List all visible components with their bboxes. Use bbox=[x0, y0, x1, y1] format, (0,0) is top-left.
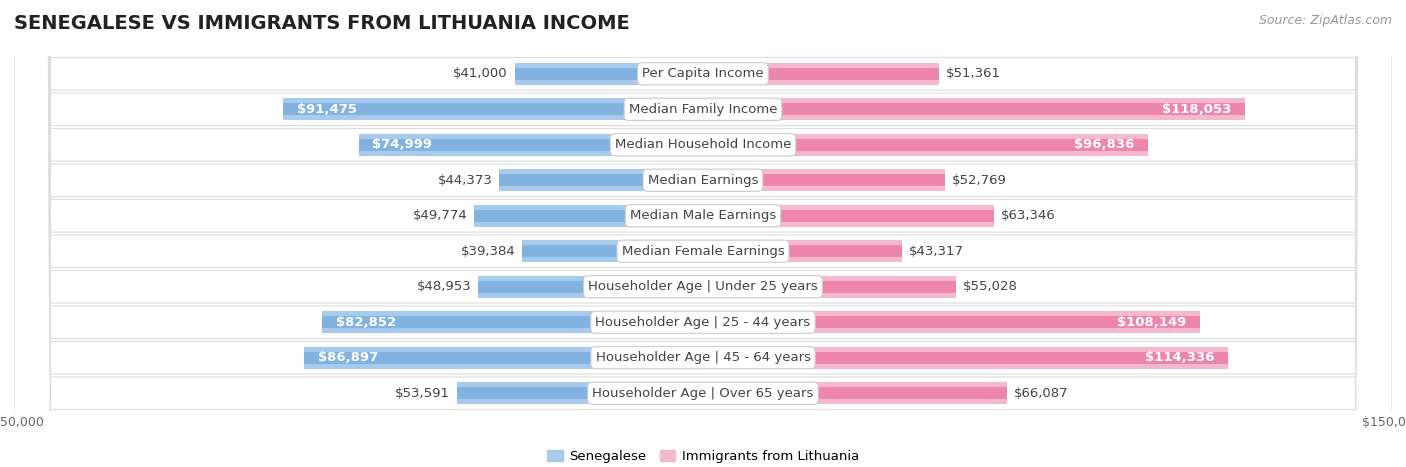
Legend: Senegalese, Immigrants from Lithuania: Senegalese, Immigrants from Lithuania bbox=[541, 444, 865, 467]
Bar bbox=[304, 347, 703, 369]
Bar bbox=[703, 98, 1246, 120]
Bar bbox=[474, 205, 703, 227]
Bar bbox=[478, 281, 703, 293]
Bar bbox=[703, 276, 956, 298]
Text: Per Capita Income: Per Capita Income bbox=[643, 67, 763, 80]
Text: $43,317: $43,317 bbox=[908, 245, 965, 258]
Text: Source: ZipAtlas.com: Source: ZipAtlas.com bbox=[1258, 14, 1392, 27]
Bar bbox=[703, 347, 1227, 369]
Bar bbox=[703, 174, 945, 186]
Text: $82,852: $82,852 bbox=[336, 316, 396, 329]
Bar bbox=[283, 98, 703, 120]
FancyBboxPatch shape bbox=[14, 0, 1392, 467]
FancyBboxPatch shape bbox=[14, 0, 1392, 467]
Text: $114,336: $114,336 bbox=[1144, 351, 1215, 364]
Text: Median Family Income: Median Family Income bbox=[628, 103, 778, 116]
FancyBboxPatch shape bbox=[14, 0, 1392, 467]
Bar bbox=[703, 134, 1147, 156]
Text: $48,953: $48,953 bbox=[416, 280, 471, 293]
Text: $41,000: $41,000 bbox=[453, 67, 508, 80]
Text: Median Earnings: Median Earnings bbox=[648, 174, 758, 187]
Text: $96,836: $96,836 bbox=[1074, 138, 1135, 151]
Bar bbox=[703, 240, 903, 262]
Text: Householder Age | 25 - 44 years: Householder Age | 25 - 44 years bbox=[595, 316, 811, 329]
Text: $86,897: $86,897 bbox=[318, 351, 378, 364]
Text: $74,999: $74,999 bbox=[373, 138, 432, 151]
Text: Householder Age | Under 25 years: Householder Age | Under 25 years bbox=[588, 280, 818, 293]
Bar bbox=[322, 311, 703, 333]
Bar bbox=[283, 103, 703, 115]
Bar bbox=[359, 139, 703, 151]
Text: $91,475: $91,475 bbox=[297, 103, 357, 116]
Bar bbox=[703, 63, 939, 85]
Bar bbox=[703, 352, 1227, 364]
Text: $51,361: $51,361 bbox=[946, 67, 1001, 80]
Bar bbox=[522, 240, 703, 262]
Text: Median Household Income: Median Household Income bbox=[614, 138, 792, 151]
Text: $53,591: $53,591 bbox=[395, 387, 450, 400]
Text: $55,028: $55,028 bbox=[963, 280, 1018, 293]
Bar bbox=[703, 68, 939, 80]
Bar bbox=[703, 169, 945, 191]
Text: $118,053: $118,053 bbox=[1161, 103, 1232, 116]
Bar bbox=[478, 276, 703, 298]
Bar bbox=[703, 103, 1246, 115]
Text: $108,149: $108,149 bbox=[1116, 316, 1185, 329]
Bar bbox=[703, 139, 1147, 151]
FancyBboxPatch shape bbox=[14, 0, 1392, 467]
Bar bbox=[703, 245, 903, 257]
Bar bbox=[304, 352, 703, 364]
Text: $44,373: $44,373 bbox=[437, 174, 492, 187]
Bar bbox=[499, 174, 703, 186]
Text: Median Female Earnings: Median Female Earnings bbox=[621, 245, 785, 258]
Bar bbox=[359, 134, 703, 156]
Bar bbox=[703, 205, 994, 227]
Bar bbox=[703, 311, 1199, 333]
Bar bbox=[703, 210, 994, 222]
Bar bbox=[703, 387, 1007, 399]
FancyBboxPatch shape bbox=[14, 0, 1392, 467]
FancyBboxPatch shape bbox=[14, 0, 1392, 467]
Text: $52,769: $52,769 bbox=[952, 174, 1007, 187]
Text: SENEGALESE VS IMMIGRANTS FROM LITHUANIA INCOME: SENEGALESE VS IMMIGRANTS FROM LITHUANIA … bbox=[14, 14, 630, 33]
Text: Householder Age | 45 - 64 years: Householder Age | 45 - 64 years bbox=[596, 351, 810, 364]
Bar bbox=[522, 245, 703, 257]
Bar bbox=[474, 210, 703, 222]
Bar bbox=[457, 387, 703, 399]
Text: Householder Age | Over 65 years: Householder Age | Over 65 years bbox=[592, 387, 814, 400]
Bar bbox=[703, 316, 1199, 328]
Bar bbox=[703, 281, 956, 293]
Bar bbox=[515, 68, 703, 80]
Text: $49,774: $49,774 bbox=[413, 209, 468, 222]
FancyBboxPatch shape bbox=[14, 0, 1392, 467]
Bar bbox=[457, 382, 703, 404]
FancyBboxPatch shape bbox=[14, 0, 1392, 467]
FancyBboxPatch shape bbox=[14, 0, 1392, 467]
FancyBboxPatch shape bbox=[14, 0, 1392, 467]
Bar bbox=[515, 63, 703, 85]
Text: $66,087: $66,087 bbox=[1014, 387, 1069, 400]
Text: $63,346: $63,346 bbox=[1001, 209, 1056, 222]
Bar bbox=[499, 169, 703, 191]
Bar bbox=[322, 316, 703, 328]
Text: $39,384: $39,384 bbox=[461, 245, 515, 258]
Text: Median Male Earnings: Median Male Earnings bbox=[630, 209, 776, 222]
Bar bbox=[703, 382, 1007, 404]
